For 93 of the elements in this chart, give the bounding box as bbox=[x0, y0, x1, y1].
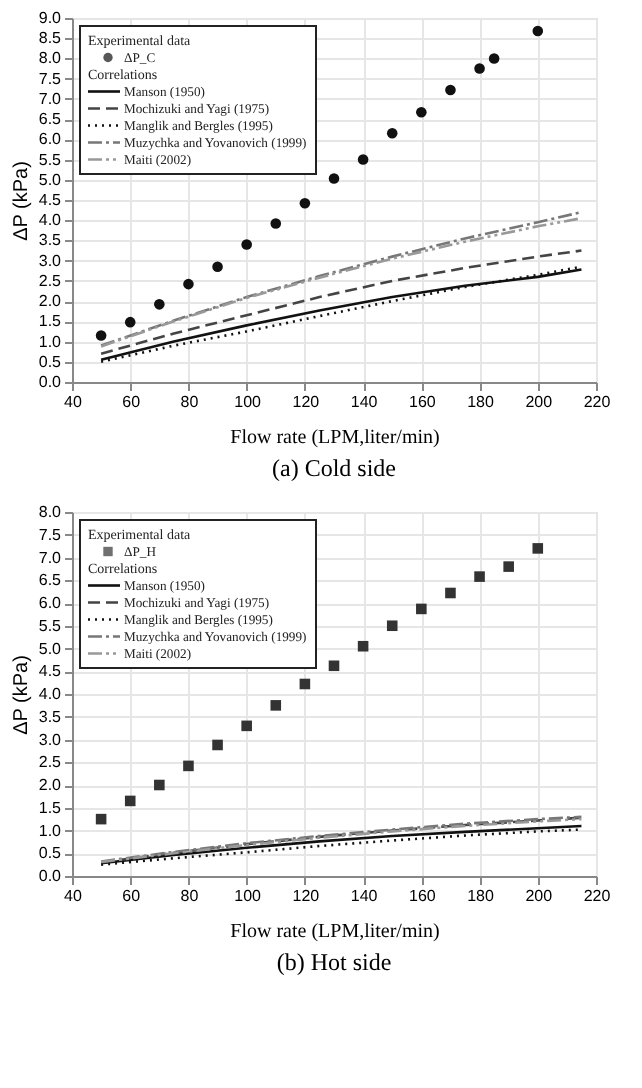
point bbox=[474, 63, 485, 74]
point bbox=[357, 154, 369, 165]
point bbox=[183, 760, 194, 772]
point bbox=[503, 561, 514, 572]
point bbox=[416, 106, 427, 118]
y-tick-label: 1.0 bbox=[38, 821, 63, 840]
point bbox=[95, 330, 107, 341]
y-tick-label: 0.0 bbox=[38, 373, 63, 391]
x-tick-label: 140 bbox=[350, 887, 379, 905]
y-tick-label: 8.0 bbox=[38, 503, 63, 521]
y-tick-label: 7.0 bbox=[38, 89, 63, 108]
x-tick-label: 100 bbox=[234, 887, 263, 905]
point bbox=[124, 316, 136, 328]
point bbox=[386, 620, 398, 632]
x-tick-label: 140 bbox=[350, 393, 379, 411]
point bbox=[270, 700, 282, 711]
y-axis-title: ΔP (kPa) bbox=[10, 655, 33, 735]
y-tick-label: 2.5 bbox=[38, 753, 63, 772]
x-axis-title: Flow rate (LPM,liter/min) bbox=[230, 427, 440, 449]
point bbox=[532, 25, 544, 37]
point bbox=[212, 739, 223, 751]
x-tick-label: 100 bbox=[234, 393, 263, 411]
x-tick-label: 160 bbox=[408, 887, 437, 905]
y-tick-label: 7.0 bbox=[38, 548, 63, 567]
point bbox=[532, 543, 544, 554]
y-tick-label: 1.5 bbox=[38, 312, 63, 331]
point bbox=[299, 197, 311, 209]
point bbox=[488, 53, 500, 64]
y-tick-label: 0.0 bbox=[38, 867, 63, 885]
y-tick-label: 8.0 bbox=[38, 49, 63, 68]
x-tick-label: 120 bbox=[292, 393, 321, 411]
y-tick-label: 3.5 bbox=[38, 707, 63, 726]
y-tick-label: 6.0 bbox=[38, 130, 63, 149]
y-tick-label: 2.0 bbox=[38, 776, 63, 794]
x-tick-label: 220 bbox=[583, 887, 612, 905]
y-tick-label: 4.0 bbox=[38, 211, 63, 230]
x-tick-label: 60 bbox=[122, 393, 142, 411]
y-tick-label: 5.5 bbox=[38, 616, 63, 635]
x-tick-label: 120 bbox=[292, 887, 321, 905]
x-tick-label: 180 bbox=[467, 393, 495, 411]
y-tick-label: 8.5 bbox=[38, 29, 63, 48]
y-tick-label: 5.0 bbox=[38, 639, 63, 658]
point bbox=[328, 660, 340, 672]
x-tick-label: 80 bbox=[180, 887, 200, 905]
y-tick-label: 2.5 bbox=[38, 271, 63, 290]
x-tick-label: 200 bbox=[525, 887, 554, 905]
point bbox=[241, 720, 252, 732]
y-tick-label: 6.0 bbox=[38, 594, 63, 612]
point bbox=[241, 239, 252, 250]
point bbox=[474, 571, 485, 582]
point bbox=[154, 779, 165, 791]
point bbox=[124, 795, 136, 807]
x-tick-label: 200 bbox=[525, 393, 554, 411]
y-tick-label: 9.0 bbox=[38, 9, 63, 27]
y-tick-label: 0.5 bbox=[38, 352, 63, 371]
x-tick-label: 180 bbox=[467, 887, 495, 905]
point bbox=[357, 640, 369, 652]
x-tick-label: 60 bbox=[122, 887, 142, 905]
y-tick-label: 6.5 bbox=[38, 110, 63, 129]
point bbox=[445, 84, 456, 96]
x-tick-label: 220 bbox=[583, 393, 612, 411]
point bbox=[154, 299, 165, 310]
point bbox=[212, 261, 223, 273]
point bbox=[445, 587, 456, 599]
y-tick-label: 7.5 bbox=[38, 69, 63, 88]
x-tick-label: 160 bbox=[408, 393, 437, 411]
y-axis-title: ΔP (kPa) bbox=[10, 161, 33, 241]
y-tick-label: 3.5 bbox=[38, 231, 63, 250]
x-tick-label: 40 bbox=[64, 393, 83, 411]
y-tick-label: 3.0 bbox=[38, 730, 63, 749]
y-tick-label: 6.5 bbox=[38, 571, 63, 590]
y-tick-label: 7.5 bbox=[38, 525, 63, 544]
point bbox=[416, 603, 427, 615]
y-tick-label: 5.0 bbox=[38, 170, 63, 189]
point bbox=[386, 127, 398, 139]
line-series bbox=[99, 249, 583, 355]
text: (b) Hot side bbox=[276, 948, 392, 976]
y-tick-label: 4.5 bbox=[38, 662, 63, 681]
x-tick-label: 80 bbox=[180, 393, 200, 411]
y-tick-label: 5.5 bbox=[38, 150, 63, 169]
y-tick-label: 0.5 bbox=[38, 844, 63, 863]
x-tick-label: 40 bbox=[64, 887, 83, 905]
y-tick-label: 4.0 bbox=[38, 685, 63, 703]
text: (a) Cold side bbox=[272, 454, 396, 482]
y-tick-label: 3.0 bbox=[38, 251, 63, 270]
point bbox=[183, 278, 194, 290]
y-tick-label: 4.5 bbox=[38, 191, 63, 209]
point bbox=[328, 173, 340, 184]
y-tick-label: 1.5 bbox=[38, 798, 63, 817]
y-tick-label: 1.0 bbox=[38, 332, 63, 351]
y-tick-label: 2.0 bbox=[38, 292, 63, 311]
x-axis-title: Flow rate (LPM,liter/min) bbox=[230, 921, 440, 943]
point bbox=[270, 218, 282, 229]
